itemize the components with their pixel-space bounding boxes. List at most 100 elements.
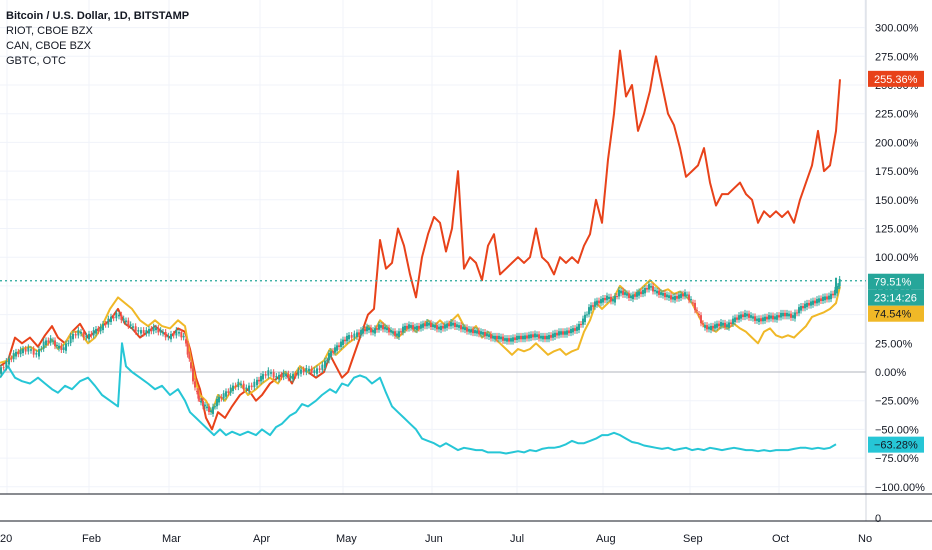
candle-body [316, 368, 318, 374]
candle-body [344, 339, 346, 342]
candle-body [426, 322, 428, 327]
candle-body [632, 294, 634, 300]
candle-body [330, 351, 332, 357]
candle-body [648, 284, 650, 290]
candle-body [656, 290, 658, 294]
candle-body [674, 296, 676, 301]
candle-body [275, 376, 278, 378]
candle-body [616, 296, 618, 298]
btc-candles [0, 276, 841, 417]
candle-body [280, 374, 283, 378]
candle-body [518, 335, 520, 340]
candle-body [125, 320, 127, 323]
candle-body [346, 335, 348, 342]
candle-body [394, 331, 396, 336]
candle-body [85, 335, 88, 338]
candle-body [606, 295, 608, 301]
candle-body [348, 335, 350, 340]
candle-body [362, 328, 364, 334]
candle-body [82, 332, 85, 338]
candle-body [574, 328, 576, 331]
y-tick-label: −75.00% [875, 453, 919, 465]
candle-body [830, 293, 832, 300]
candle-body [398, 331, 400, 337]
candle-body [182, 335, 185, 338]
candle-body [442, 325, 444, 329]
legend-item-can[interactable]: CAN, CBOE BZX [6, 40, 91, 52]
candle-body [748, 313, 750, 318]
badge-riot-bg [868, 70, 924, 87]
candle-body [790, 313, 792, 318]
x-tick-label: Oct [772, 533, 789, 545]
candle-body [802, 305, 804, 309]
candle-body [321, 364, 324, 370]
candle-body [588, 307, 590, 315]
candle-body [828, 295, 830, 300]
candle-body [200, 400, 202, 403]
candle-body [45, 340, 47, 346]
candle-body [800, 305, 802, 311]
badge-can-bg [868, 305, 924, 322]
candle-body [95, 328, 97, 334]
candle-body [472, 329, 474, 334]
candle-body [564, 331, 566, 335]
candle-body [278, 374, 280, 380]
candle-body [644, 288, 646, 294]
candle-body [150, 328, 153, 332]
candle-body [132, 326, 134, 328]
legend-main-symbol[interactable]: Bitcoin / U.S. Dollar, 1D, BITSTAMP [6, 10, 190, 22]
candle-body [72, 333, 74, 340]
candle-body [32, 349, 35, 355]
candle-body [722, 322, 724, 326]
candle-body [738, 315, 740, 320]
candle-body [714, 324, 716, 329]
candle-body [118, 314, 120, 317]
candle-body [474, 330, 476, 334]
candle-body [764, 316, 766, 321]
candle-body [450, 322, 452, 327]
candle-body [554, 332, 556, 337]
candle-body [8, 358, 10, 365]
candle-body [289, 376, 292, 379]
candle-body [300, 369, 302, 374]
series-line-riot[interactable] [0, 49, 841, 431]
grid-lines [0, 0, 866, 494]
candle-body [137, 330, 140, 332]
candle-body [392, 331, 394, 334]
series-line-can[interactable] [0, 279, 841, 414]
candle-body [366, 326, 368, 332]
candle-body [678, 294, 680, 299]
candle-body [140, 330, 142, 334]
candle-body [175, 330, 178, 336]
last-value-badges: 255.36% 79.51% 23:14:26 74.54% −63.28% [868, 70, 924, 453]
candle-body [490, 334, 492, 339]
candle-body [432, 324, 434, 328]
candle-body [510, 338, 512, 342]
x-tick-label: Aug [596, 533, 616, 545]
candle-body [342, 339, 344, 346]
candle-body [546, 335, 548, 340]
candle-body [410, 325, 412, 328]
candle-body [162, 332, 164, 334]
candle-body [634, 294, 636, 297]
series-line-gbtc[interactable] [0, 342, 837, 455]
candle-body [294, 374, 297, 376]
candle-body [456, 324, 458, 328]
candle-body [102, 323, 104, 331]
badge-btc: 79.51% [874, 277, 912, 289]
candle-body [482, 332, 484, 335]
legend-item-gbtc[interactable]: GBTC, OTC [6, 55, 66, 67]
candle-body [486, 333, 488, 337]
candle-body [370, 327, 372, 333]
candle-body [167, 335, 170, 338]
candle-body [245, 387, 248, 390]
candle-body [110, 316, 112, 323]
candle-body [620, 290, 622, 294]
legend-item-riot[interactable]: RIOT, CBOE BZX [6, 25, 93, 37]
candle-body [788, 313, 790, 317]
candle-body [654, 289, 656, 292]
candle-body [77, 330, 80, 336]
candle-body [129, 324, 132, 326]
candle-body [356, 332, 358, 337]
